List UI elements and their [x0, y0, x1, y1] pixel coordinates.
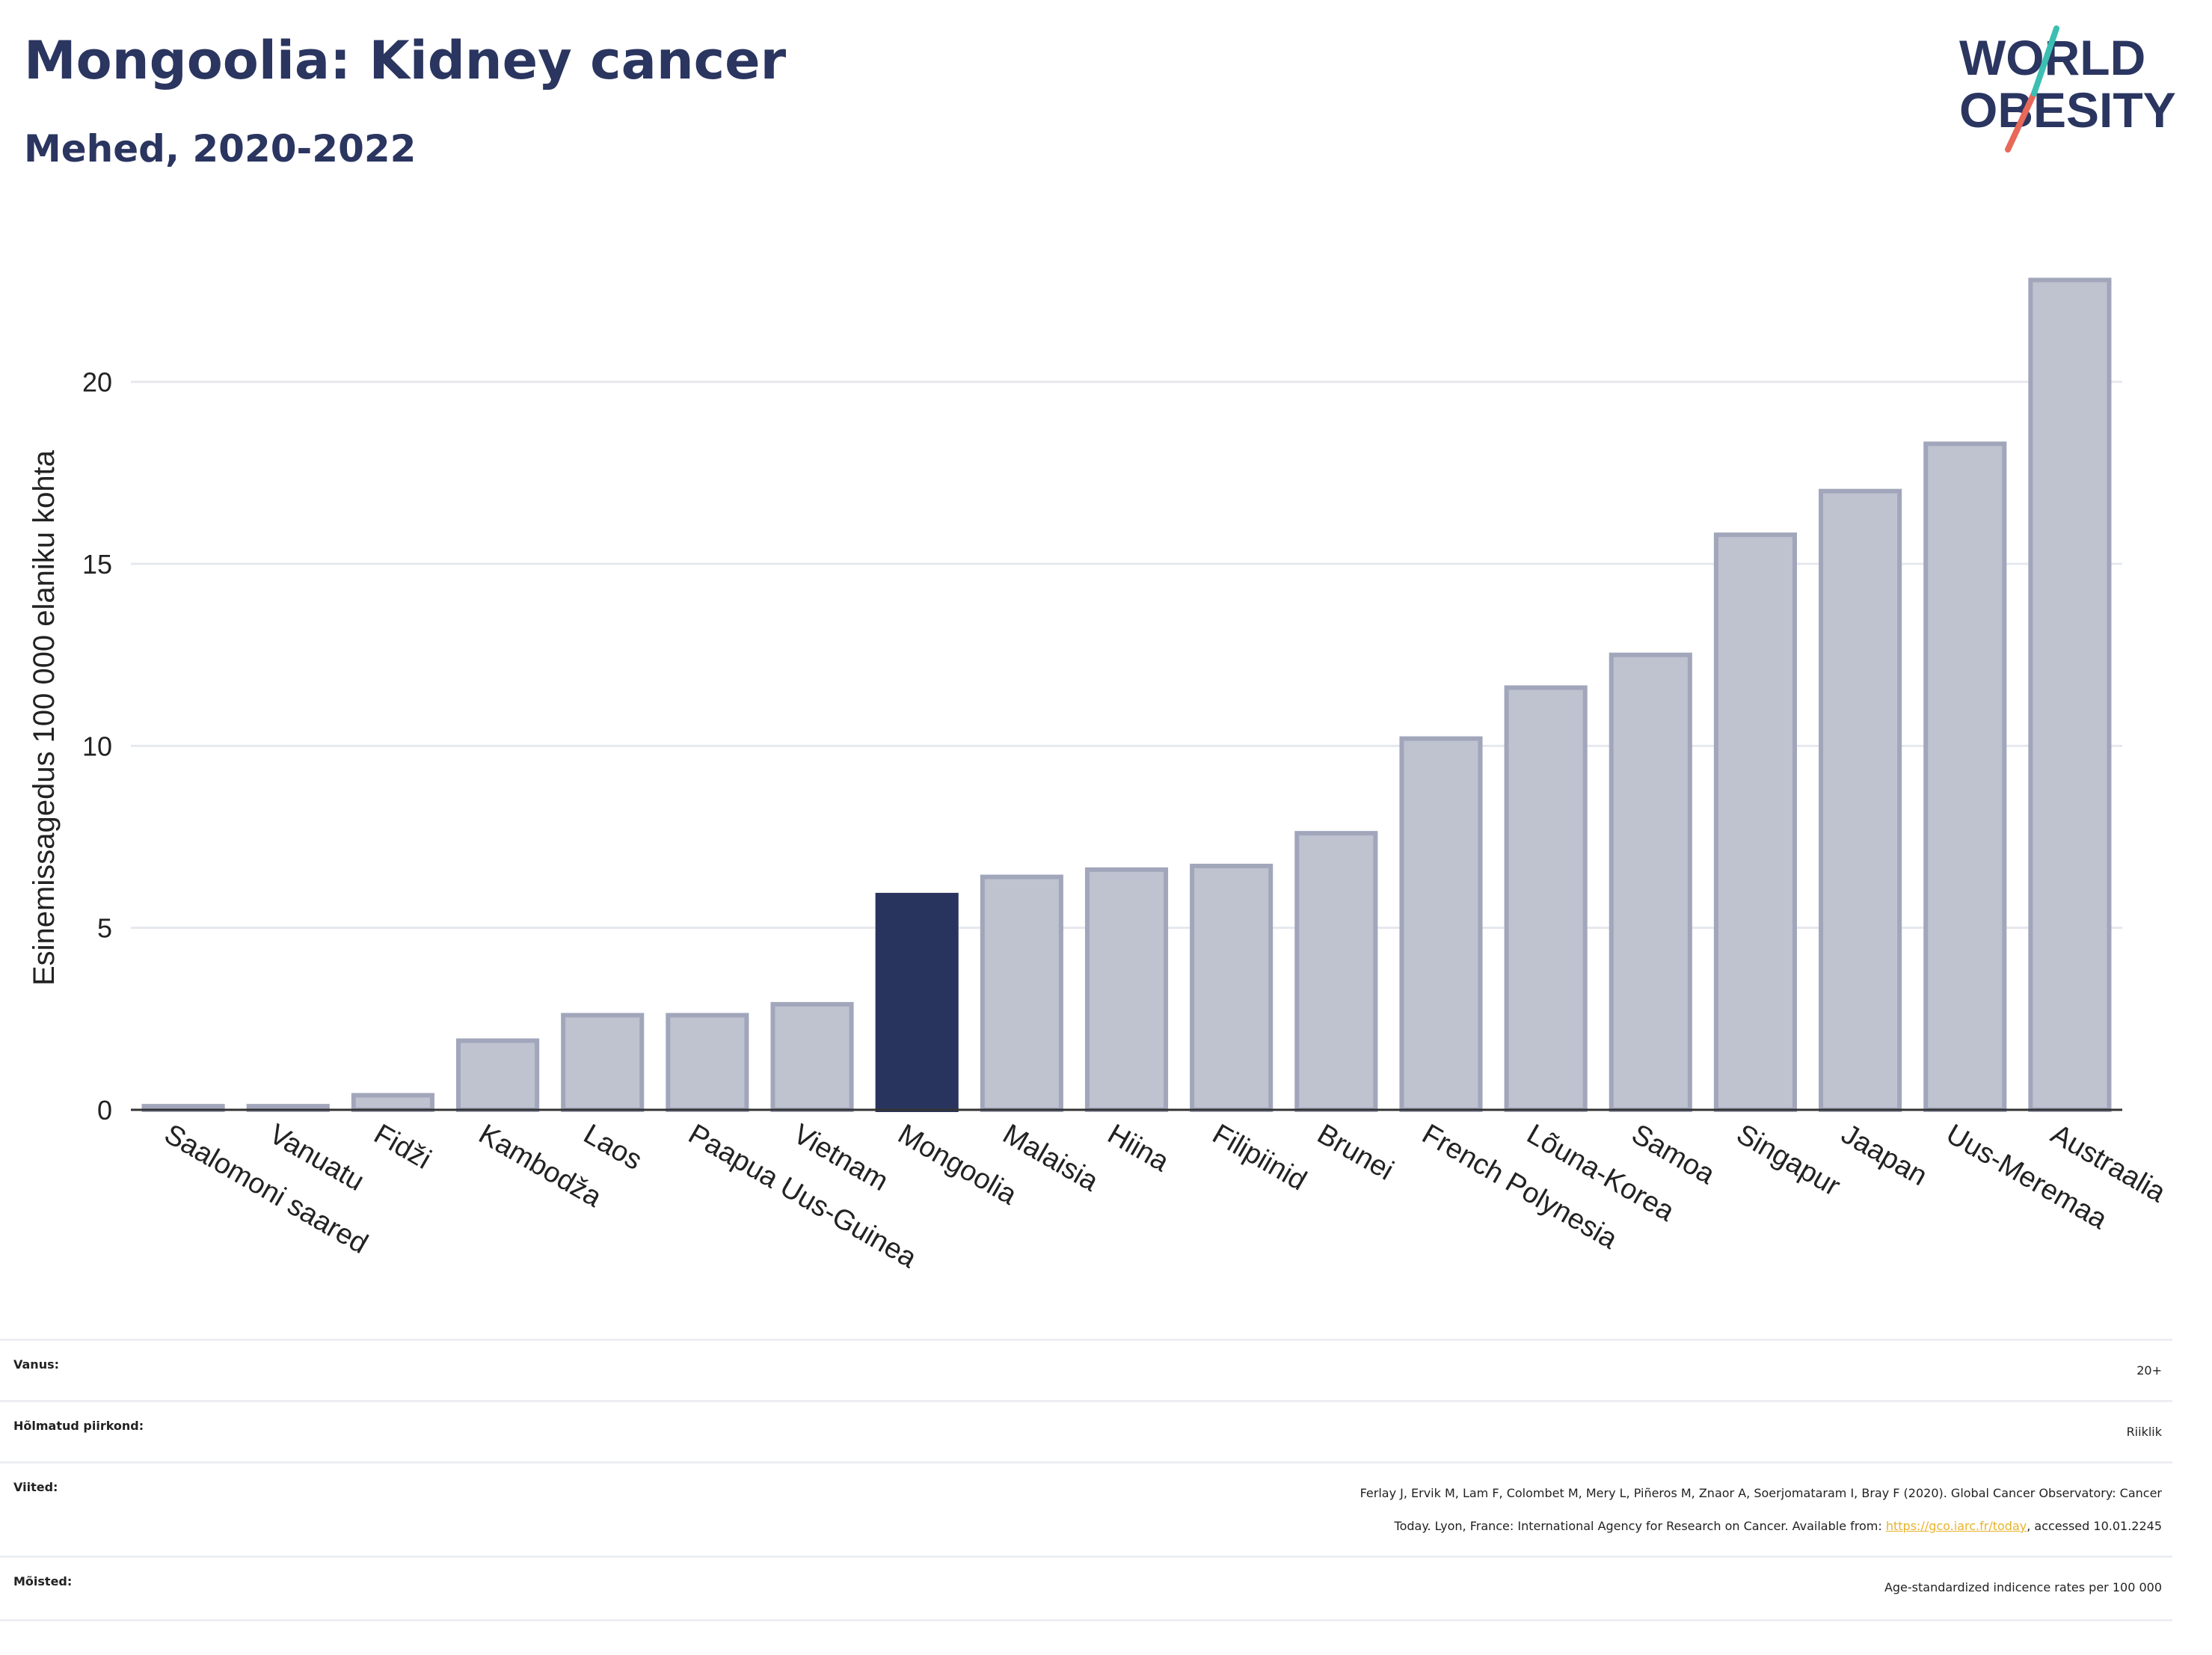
- bar-mongoolia[interactable]: [875, 892, 959, 1113]
- y-axis-ticks: 0 5 10 15 20: [82, 367, 112, 1126]
- bar-malaisia[interactable]: [980, 874, 1063, 1112]
- x-tick-label: Brunei: [1312, 1118, 1398, 1186]
- x-tick-label: Fidži: [369, 1118, 436, 1175]
- logo-line2: OBESITY: [1959, 82, 2176, 138]
- bar-uus-meremaa[interactable]: [1923, 441, 2007, 1112]
- bar-jaapan[interactable]: [1819, 488, 1902, 1112]
- bar-brunei[interactable]: [1294, 831, 1378, 1112]
- bar-kambod-a[interactable]: [455, 1038, 540, 1112]
- bar-singapur[interactable]: [1713, 532, 1798, 1112]
- bars: [141, 277, 2112, 1113]
- references-line1: Ferlay J, Ervik M, Lam F, Colombet M, Me…: [1360, 1486, 2162, 1500]
- age-label: Vanus:: [13, 1357, 60, 1372]
- definitions-label: Mõisted:: [13, 1574, 73, 1588]
- y-axis-label: Esinemissagedus 100 000 elaniku kohta: [28, 449, 61, 986]
- references-label: Viited:: [13, 1480, 58, 1494]
- bar-austraalia[interactable]: [2028, 277, 2112, 1112]
- y-tick-label: 10: [82, 731, 112, 761]
- world-obesity-logo: WORLD OBESITY: [1959, 25, 2176, 153]
- y-tick-label: 5: [97, 913, 112, 944]
- bar-laos[interactable]: [561, 1013, 645, 1113]
- region-value: Riiklik: [2126, 1425, 2162, 1439]
- references-value: Ferlay J, Ervik M, Lam F, Colombet M, Me…: [367, 1477, 2162, 1543]
- x-tick-label: Jaapan: [1836, 1118, 1932, 1192]
- region-label: Hõlmatud piirkond:: [13, 1419, 144, 1433]
- y-tick-label: 0: [97, 1095, 112, 1126]
- info-row-region: Hõlmatud piirkond: Riiklik: [0, 1400, 2172, 1464]
- x-tick-label: Filipiinid: [1207, 1118, 1312, 1197]
- x-tick-label: Hiina: [1102, 1118, 1175, 1178]
- info-row-references: Viited: Ferlay J, Ervik M, Lam F, Colomb…: [0, 1461, 2172, 1558]
- definitions-value: Age-standardized indicence rates per 100…: [1884, 1580, 2162, 1594]
- references-line2-pre: Today. Lyon, France: International Agenc…: [1394, 1519, 1886, 1533]
- bar-paapua-uus-guinea[interactable]: [666, 1013, 749, 1113]
- bar-l-una-korea[interactable]: [1504, 685, 1588, 1112]
- bar-fid-i[interactable]: [351, 1093, 434, 1112]
- bar-hiina[interactable]: [1084, 867, 1169, 1113]
- chart-title: Mongoolia: Kidney cancer: [24, 30, 787, 91]
- bar-filipiinid[interactable]: [1190, 863, 1274, 1113]
- info-row-age: Vanus: 20+: [0, 1339, 2172, 1402]
- info-row-definitions: Mõisted: Age-standardized indicence rate…: [0, 1556, 2172, 1621]
- x-tick-label: French Polynesia: [1416, 1118, 1623, 1256]
- references-line2: Today. Lyon, France: International Agenc…: [367, 1510, 2162, 1543]
- y-tick-label: 20: [82, 367, 112, 398]
- bar-samoa[interactable]: [1609, 652, 1692, 1112]
- bar-vietnam[interactable]: [770, 1001, 854, 1113]
- references-line2-post: , accessed 10.01.2245: [2027, 1519, 2162, 1533]
- chart-subtitle: Mehed, 2020-2022: [24, 127, 417, 171]
- x-tick-label: Singapur: [1731, 1118, 1846, 1203]
- references-link[interactable]: https://gco.iarc.fr/today: [1885, 1519, 2027, 1533]
- x-tick-label: Mongoolia: [893, 1118, 1023, 1211]
- y-tick-label: 15: [82, 549, 112, 580]
- x-tick-label: Laos: [578, 1118, 647, 1176]
- bar-french-polynesia[interactable]: [1399, 736, 1483, 1112]
- age-value: 20+: [2136, 1363, 2162, 1378]
